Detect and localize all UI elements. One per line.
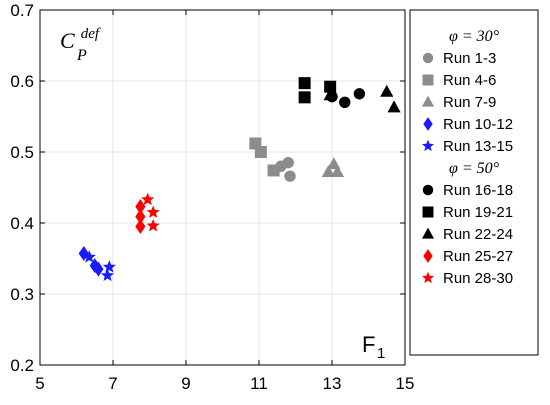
data-point <box>324 80 337 93</box>
data-point <box>146 218 160 232</box>
data-point <box>135 219 146 235</box>
data-point <box>387 100 401 113</box>
legend-marker <box>421 271 435 284</box>
legend-marker <box>422 74 434 86</box>
data-point <box>330 164 345 177</box>
y-tick-label: 0.2 <box>10 356 34 375</box>
data-point <box>284 170 296 182</box>
data-point <box>298 77 311 90</box>
data-point <box>282 156 294 169</box>
legend-item-label: Run 1-3 <box>443 50 496 67</box>
y-tick-label: 0.5 <box>10 143 34 162</box>
data-point <box>298 91 311 104</box>
x-axis: 5 7 9 11 13 15 <box>35 10 414 393</box>
legend-item-label: Run 22-24 <box>443 226 513 243</box>
data-point <box>102 260 116 273</box>
y-tick-label: 0.4 <box>10 214 34 233</box>
data-point <box>82 250 96 263</box>
data-points <box>78 77 401 282</box>
legend-marker <box>422 52 434 64</box>
x-tick-label: 13 <box>323 374 342 393</box>
data-point <box>146 205 160 218</box>
x-axis-label-subscript: 1 <box>377 345 385 362</box>
x-tick-label: 15 <box>396 374 415 393</box>
legend-header: φ = 50° <box>449 160 500 177</box>
legend-item-label: Run 4-6 <box>443 72 496 89</box>
legend-header: φ = 30° <box>449 28 500 45</box>
legend-item-label: Run 10-12 <box>443 116 513 133</box>
data-point <box>135 199 146 215</box>
legend-item-label: Run 19-21 <box>443 204 513 221</box>
legend-item-label: Run 16-18 <box>443 182 513 199</box>
legend-marker <box>422 206 434 218</box>
y-axis: 0.2 0.3 0.4 0.5 0.6 0.7 <box>10 1 405 375</box>
y-tick-label: 0.6 <box>10 72 34 91</box>
legend-marker <box>422 184 434 196</box>
x-tick-label: 7 <box>108 374 117 393</box>
x-tick-label: 11 <box>250 374 268 393</box>
data-point <box>267 164 280 177</box>
data-point <box>321 164 335 177</box>
legend-item-label: Run 28-30 <box>443 270 513 287</box>
data-point <box>89 258 100 274</box>
data-point <box>323 88 337 101</box>
y-tick-label: 0.3 <box>10 285 34 304</box>
grid <box>39 9 406 366</box>
x-tick-label: 9 <box>181 374 190 393</box>
legend-item-label: Run 13-15 <box>443 138 513 155</box>
legend-item-label: Run 7-9 <box>443 94 496 111</box>
legend-box <box>409 9 539 356</box>
legend-marker <box>421 139 435 152</box>
data-point <box>93 261 104 277</box>
y-tick-label: 0.7 <box>10 1 34 20</box>
data-point <box>380 84 394 97</box>
y-axis-label-subscript: P <box>76 47 87 64</box>
data-point <box>254 146 267 158</box>
legend-marker <box>423 249 433 263</box>
data-point <box>135 209 146 225</box>
legend-item-label: Run 25-27 <box>443 248 513 265</box>
x-tick-label: 5 <box>35 374 44 393</box>
data-point <box>353 88 366 100</box>
x-axis-label: F <box>362 332 375 357</box>
legend: φ = 30° Run 1-3 Run 4-6 Run 7-9 Run 10-12 Run… <box>409 9 539 356</box>
data-point <box>339 96 351 109</box>
legend-marker <box>421 227 435 239</box>
legend-marker <box>423 117 433 131</box>
legend-marker <box>421 95 435 107</box>
data-point <box>141 192 155 206</box>
data-point <box>100 268 115 282</box>
plot-frame <box>39 9 406 366</box>
